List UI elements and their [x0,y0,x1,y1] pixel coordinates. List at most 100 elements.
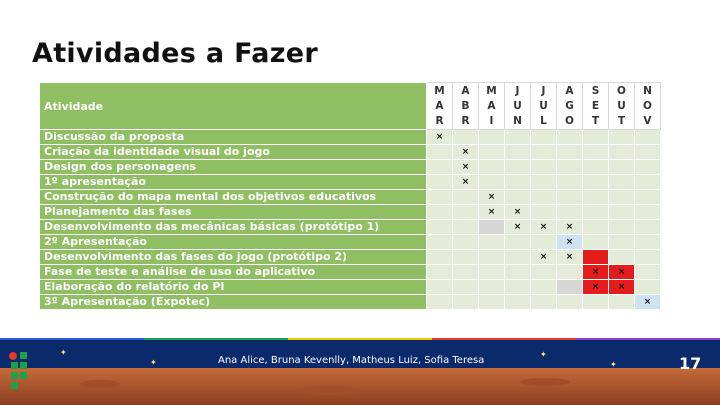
schedule-cell [530,159,557,175]
table-row: 2º Apresentação × [39,234,661,250]
schedule-mark: × [556,249,583,265]
schedule-mark: × [582,264,609,280]
schedule-cell [478,219,505,235]
schedule-cell [582,234,609,250]
schedule-cell [530,129,557,145]
schedule-cell [452,204,479,220]
schedule-cell [556,129,583,145]
schedule-cell [556,174,583,190]
activity-label: Construção do mapa mental dos objetivos … [39,189,427,205]
activity-label: 1º apresentação [39,174,427,190]
schedule-cell [530,189,557,205]
schedule-cell [582,204,609,220]
schedule-mark: × [634,294,661,310]
schedule-mark: × [452,159,479,175]
schedule-cell [426,294,453,310]
schedule-cell [530,204,557,220]
schedule-cell [426,159,453,175]
schedule-cell [634,264,661,280]
schedule-cell [608,174,635,190]
schedule-cell [608,189,635,205]
schedule-cell [634,219,661,235]
schedule-cell [426,189,453,205]
schedule-cell [556,279,583,295]
schedule-cell [634,204,661,220]
schedule-mark: × [478,189,505,205]
schedule-mark: × [504,204,531,220]
schedule-cell [582,249,609,265]
schedule-cell [556,294,583,310]
schedule-table: Atividade M A R A B R M A I J U N J U L A G O S E T O U T N O V Disc… [39,82,661,310]
table-row: Fase de teste e análise de uso do aplica… [39,264,661,280]
schedule-cell [556,264,583,280]
header-activity: Atividade [39,82,427,130]
schedule-cell [634,174,661,190]
schedule-cell [556,144,583,160]
schedule-cell [426,204,453,220]
schedule-cell [426,234,453,250]
schedule-cell [530,264,557,280]
schedule-cell [452,264,479,280]
schedule-mark: × [452,174,479,190]
schedule-mark: × [504,219,531,235]
schedule-cell [504,249,531,265]
schedule-cell [504,279,531,295]
schedule-cell [608,249,635,265]
schedule-mark: × [582,279,609,295]
schedule-cell [426,174,453,190]
schedule-cell [556,189,583,205]
schedule-cell [504,129,531,145]
schedule-cell [426,144,453,160]
schedule-cell [504,174,531,190]
schedule-mark: × [426,129,453,145]
schedule-cell [530,279,557,295]
table-row: Construção do mapa mental dos objetivos … [39,189,661,205]
schedule-cell [608,294,635,310]
schedule-cell [608,144,635,160]
schedule-cell [426,249,453,265]
activity-label: Elaboração do relatório do PI [39,279,427,295]
schedule-cell [634,129,661,145]
activity-label: Design dos personagens [39,159,427,175]
schedule-cell [504,144,531,160]
schedule-cell [478,279,505,295]
schedule-mark: × [556,219,583,235]
schedule-cell [582,129,609,145]
schedule-cell [452,279,479,295]
schedule-cell [426,264,453,280]
table-row: Elaboração do relatório do PI × × [39,279,661,295]
schedule-mark: × [556,234,583,250]
schedule-cell [608,129,635,145]
schedule-cell [582,174,609,190]
schedule-cell [634,189,661,205]
slide-title: Atividades a Fazer [32,38,319,69]
schedule-cell [530,294,557,310]
table-row: Criação da identidade visual do jogo × [39,144,661,160]
schedule-cell [478,144,505,160]
activity-label: Discussão da proposta [39,129,427,145]
activity-label: Planejamento das fases [39,204,427,220]
schedule-cell [504,264,531,280]
schedule-cell [478,249,505,265]
schedule-cell [582,219,609,235]
table-row: 1º apresentação × [39,174,661,190]
schedule-cell [504,294,531,310]
table-row: Planejamento das fases × × [39,204,661,220]
schedule-cell [478,294,505,310]
schedule-cell [478,234,505,250]
schedule-cell [582,189,609,205]
schedule-cell [634,159,661,175]
activity-label: 2º Apresentação [39,234,427,250]
planet-ground [0,368,720,405]
schedule-cell [582,144,609,160]
schedule-cell [634,234,661,250]
schedule-cell [504,159,531,175]
